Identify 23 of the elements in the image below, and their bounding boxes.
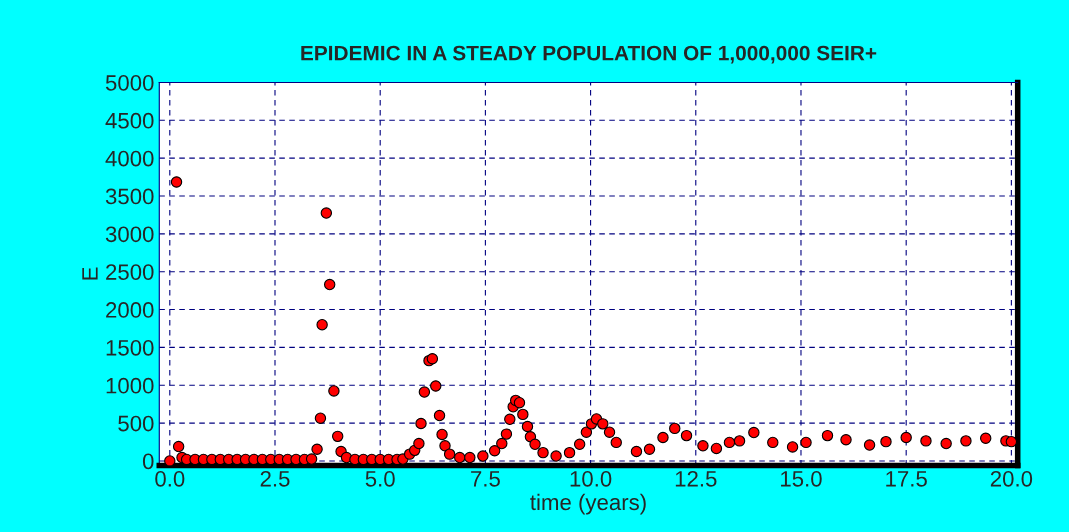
y-tick-label: 4000: [105, 150, 154, 167]
x-tick-label: 20.0: [990, 470, 1033, 487]
y-tick-label: 2500: [106, 264, 154, 280]
chart-title: EPIDEMIC IN A STEADY POPULATION OF 1,000,000 SEIR+: [301, 45, 877, 64]
y-tick-label: 3500: [105, 188, 154, 205]
x-tick-label: 0.0: [155, 470, 185, 487]
y-tick-label: 1000: [106, 377, 154, 394]
x-tick-label: 7.5: [471, 471, 500, 487]
y-tick-label: 3000: [105, 226, 154, 243]
y-tick-label: 2000: [106, 302, 154, 318]
x-tick-label: 15.0: [781, 470, 822, 487]
y-tick-label: 500: [118, 415, 154, 432]
y-axis-title: E: [82, 267, 98, 280]
y-tick-label: 5000: [105, 74, 154, 91]
x-tick-label: 12.5: [675, 470, 717, 487]
x-tick-label: 17.5: [886, 471, 927, 487]
x-tick-label: 10.0: [570, 470, 612, 487]
y-tick-label: 4500: [105, 112, 154, 129]
y-tick-label: 1500: [106, 339, 154, 356]
x-tick-label: 2.5: [260, 470, 290, 487]
y-tick-label: 0: [142, 453, 154, 470]
x-axis-title: time (years): [530, 493, 646, 515]
x-tick-label: 5.0: [365, 470, 395, 487]
